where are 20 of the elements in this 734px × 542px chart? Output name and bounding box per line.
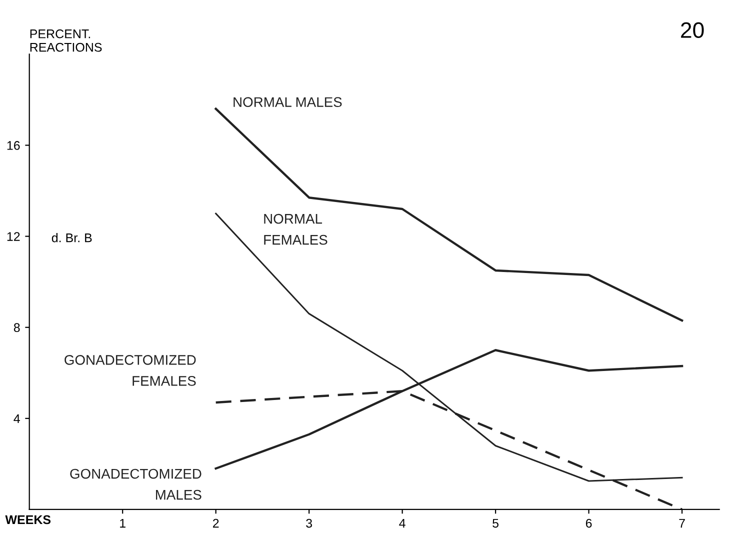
y-axis-title: PERCENT. REACTIONS [30,29,102,52]
line-series [214,108,684,322]
x-tick-label: 6 [586,518,592,528]
x-tick-label: 4 [399,518,406,528]
y-tick-label: 16 [7,141,20,150]
text: 20 [681,22,704,38]
x-tick-label: 1 [120,518,126,528]
series-label: NORMAL MALES [234,97,342,108]
y-tick-label: 12 [7,232,20,241]
x-tick-label: 7 [679,518,685,528]
annotation: d. Br. B [52,233,92,242]
series-label: GONADECTOMIZED MALES [70,468,202,500]
x-axis-title: WEEKS [5,515,51,524]
series-label: GONADECTOMIZED FEMALES [64,355,196,386]
x-tick-label: 2 [212,518,219,528]
x-tick-label: 5 [492,518,498,528]
y-tick-label: 8 [14,323,20,332]
x-tick-label: 3 [306,518,312,528]
series-label: NORMAL FEMALES [264,214,328,245]
y-tick-label: 4 [14,414,20,423]
